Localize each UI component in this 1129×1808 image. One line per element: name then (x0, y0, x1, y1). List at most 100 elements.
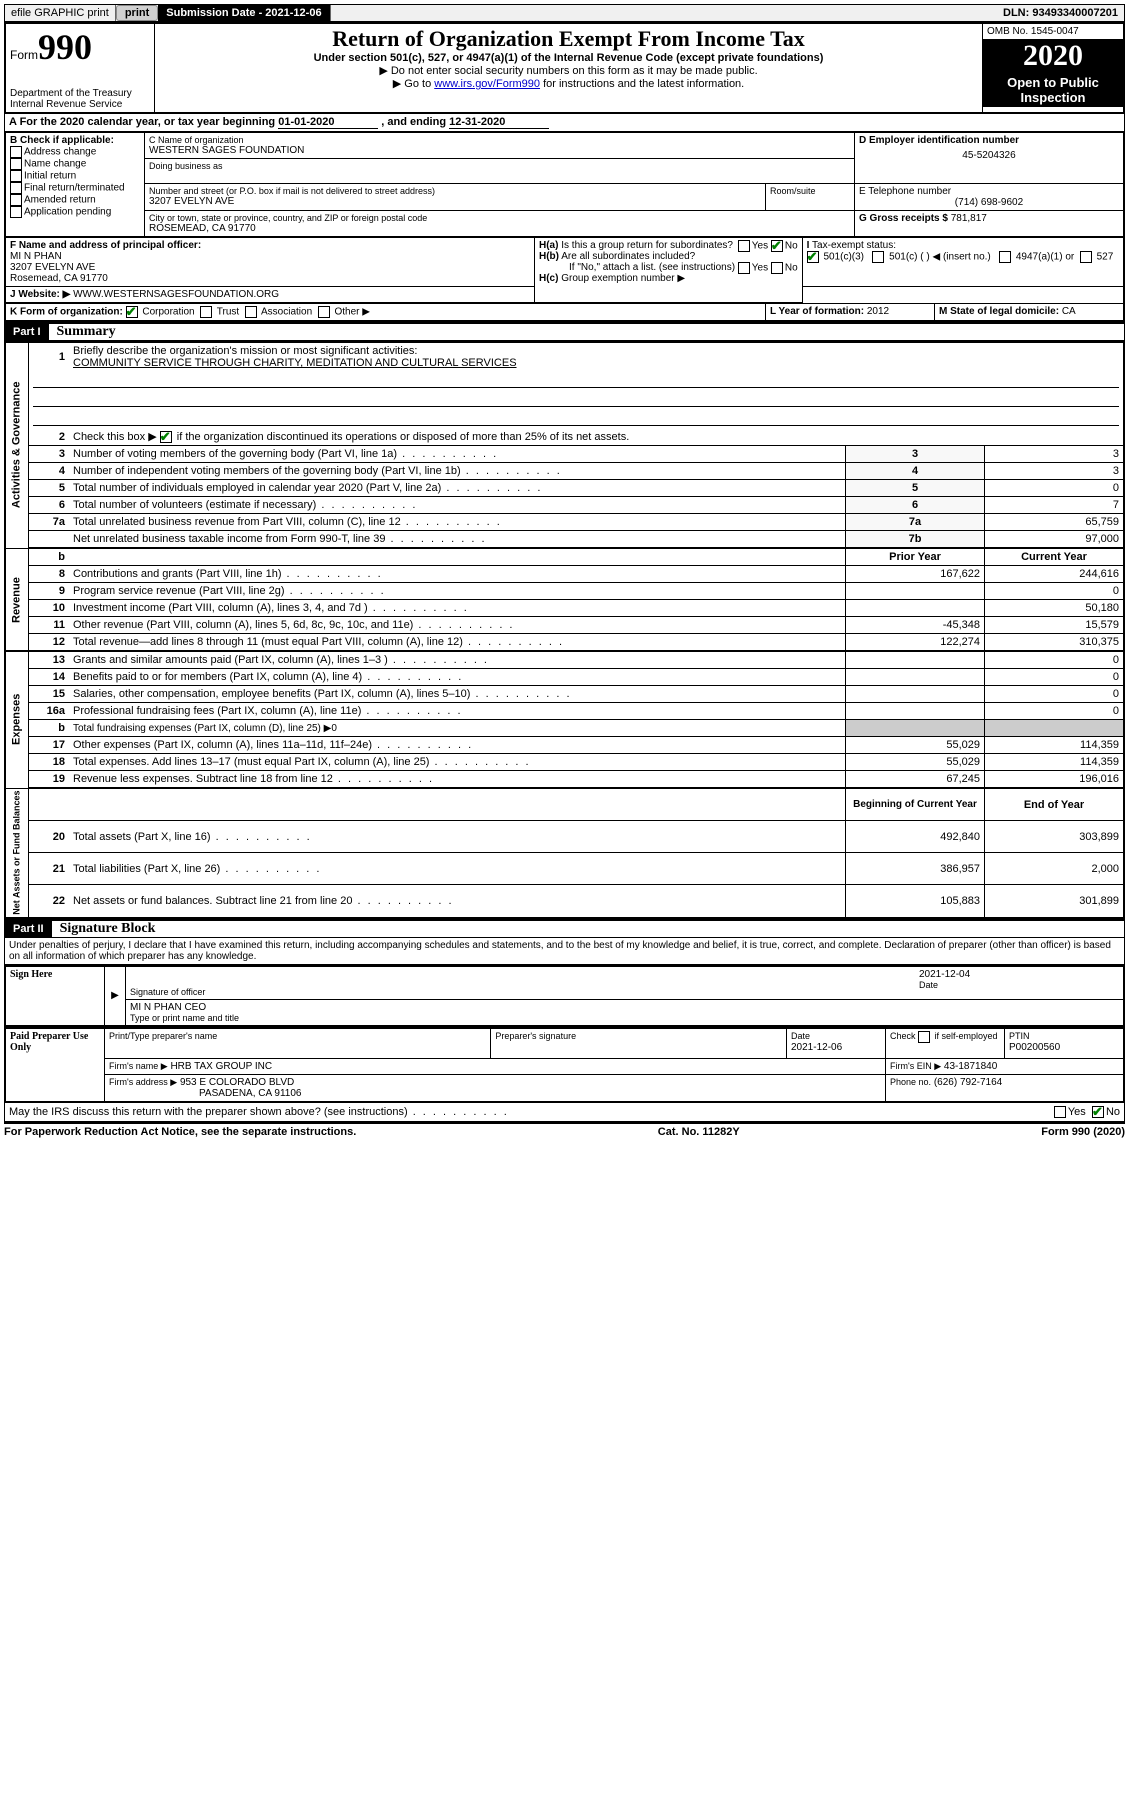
row-desc: Salaries, other compensation, employee b… (69, 686, 846, 703)
footer-mid: Cat. No. 11282Y (658, 1126, 740, 1138)
discuss-row: May the IRS discuss this return with the… (4, 1103, 1125, 1122)
state-domicile: CA (1062, 306, 1076, 317)
yes-lbl2: Yes (752, 263, 768, 274)
opt-trust: Trust (217, 307, 239, 318)
org-name: WESTERN SAGES FOUNDATION (149, 145, 850, 156)
col-begin: Beginning of Current Year (846, 788, 985, 821)
row-current: 2,000 (985, 853, 1125, 885)
year-pre: A For the 2020 calendar year, or tax yea… (9, 116, 278, 128)
chk-address[interactable] (10, 146, 22, 158)
chk-trust[interactable] (200, 306, 212, 318)
chk-527[interactable] (1080, 251, 1092, 263)
ein: 45-5204326 (859, 146, 1119, 165)
row-prior: 167,622 (846, 566, 985, 583)
chk-initial[interactable] (10, 170, 22, 182)
part1-row: Part I Summary (4, 322, 1125, 341)
row-desc: Net unrelated business taxable income fr… (69, 531, 846, 549)
phone: (714) 698-9602 (859, 197, 1119, 208)
opt-initial: Initial return (24, 171, 76, 182)
vert-exp: Expenses (5, 651, 29, 788)
ha-no[interactable] (771, 240, 783, 252)
row-desc: Number of voting members of the governin… (69, 446, 846, 463)
row-box: 7b (846, 531, 985, 549)
footer-left: For Paperwork Reduction Act Notice, see … (4, 1126, 356, 1138)
row-num: b (29, 720, 70, 737)
row-current: 0 (985, 703, 1125, 720)
submission-date-label: Submission Date (166, 7, 255, 19)
row-current: 114,359 (985, 754, 1125, 771)
hb-yes[interactable] (738, 262, 750, 274)
info-block: B Check if applicable: Address change Na… (4, 132, 1125, 237)
chk-final[interactable] (10, 182, 22, 194)
row-num: 5 (29, 480, 70, 497)
chk-corp[interactable] (126, 306, 138, 318)
year-formation: 2012 (867, 306, 889, 317)
website-label: Website: ▶ (18, 289, 70, 300)
submission-date: 2021-12-06 (265, 7, 321, 19)
dba-label: Doing business as (149, 161, 850, 171)
row-num: 13 (29, 651, 70, 669)
irs-link[interactable]: www.irs.gov/Form990 (434, 78, 540, 90)
row-num: 17 (29, 737, 70, 754)
row-current: 0 (985, 583, 1125, 600)
row-prior: 55,029 (846, 754, 985, 771)
form-header: Form990 Department of the Treasury Inter… (4, 22, 1125, 114)
chk-discontinued[interactable] (160, 431, 172, 443)
ha-yes[interactable] (738, 240, 750, 252)
footer-right: Form 990 (2020) (1041, 1126, 1125, 1138)
discuss-no[interactable] (1092, 1106, 1104, 1118)
row-prior (846, 669, 985, 686)
l1-num: 1 (29, 342, 70, 371)
row-prior (846, 686, 985, 703)
hc-label: H(c) (539, 273, 558, 284)
row-num: 4 (29, 463, 70, 480)
prep-h1: Print/Type preparer's name (109, 1031, 217, 1041)
chk-501c[interactable] (872, 251, 884, 263)
tax-year: 2020 (983, 39, 1123, 73)
row-prior (846, 600, 985, 617)
chk-assoc[interactable] (245, 306, 257, 318)
penalty-text: Under penalties of perjury, I declare th… (4, 938, 1125, 965)
sig-officer-label: Signature of officer (130, 987, 911, 997)
row-prior: 386,957 (846, 853, 985, 885)
hb-no[interactable] (771, 262, 783, 274)
row-current: 0 (985, 651, 1125, 669)
vert-rev: Revenue (5, 548, 29, 651)
chk-4947[interactable] (999, 251, 1011, 263)
chk-pending[interactable] (10, 206, 22, 218)
yes-lbl: Yes (752, 241, 768, 252)
chk-501c3[interactable] (807, 251, 819, 263)
row-box: 7a (846, 514, 985, 531)
vert-net: Net Assets or Fund Balances (5, 788, 29, 918)
row-desc: Program service revenue (Part VIII, line… (69, 583, 846, 600)
row-current: 303,899 (985, 821, 1125, 853)
row-desc: Total revenue—add lines 8 through 11 (mu… (69, 634, 846, 652)
row-desc: Total assets (Part X, line 16) (69, 821, 846, 853)
row-prior (846, 703, 985, 720)
row-num: 19 (29, 771, 70, 789)
firm-addr1: 953 E COLORADO BLVD (180, 1077, 294, 1088)
opt-pending: Application pending (24, 207, 111, 218)
discuss-yes[interactable] (1054, 1106, 1066, 1118)
box-d-label: D Employer identification number (859, 135, 1119, 146)
tax-exempt-label: Tax-exempt status: (812, 240, 896, 251)
part2-tag: Part II (5, 921, 52, 937)
row-desc: Benefits paid to or for members (Part IX… (69, 669, 846, 686)
no-lbl2: No (785, 263, 798, 274)
row-box: 4 (846, 463, 985, 480)
row-current: 0 (985, 669, 1125, 686)
hb-label: H(b) (539, 251, 559, 262)
box-k-label: K Form of organization: (10, 307, 123, 318)
row-prior (846, 720, 985, 737)
year-begin: 01-01-2020 (278, 116, 378, 129)
row-num: 9 (29, 583, 70, 600)
print-button[interactable]: print (116, 5, 158, 21)
firm-name: HRB TAX GROUP INC (170, 1061, 272, 1072)
chk-name[interactable] (10, 158, 22, 170)
chk-amended[interactable] (10, 194, 22, 206)
chk-other[interactable] (318, 306, 330, 318)
firm-addr-label: Firm's address ▶ (109, 1077, 177, 1087)
street: 3207 EVELYN AVE (149, 196, 761, 207)
chk-self-employed[interactable] (918, 1031, 930, 1043)
discuss-yes-lbl: Yes (1068, 1106, 1086, 1118)
